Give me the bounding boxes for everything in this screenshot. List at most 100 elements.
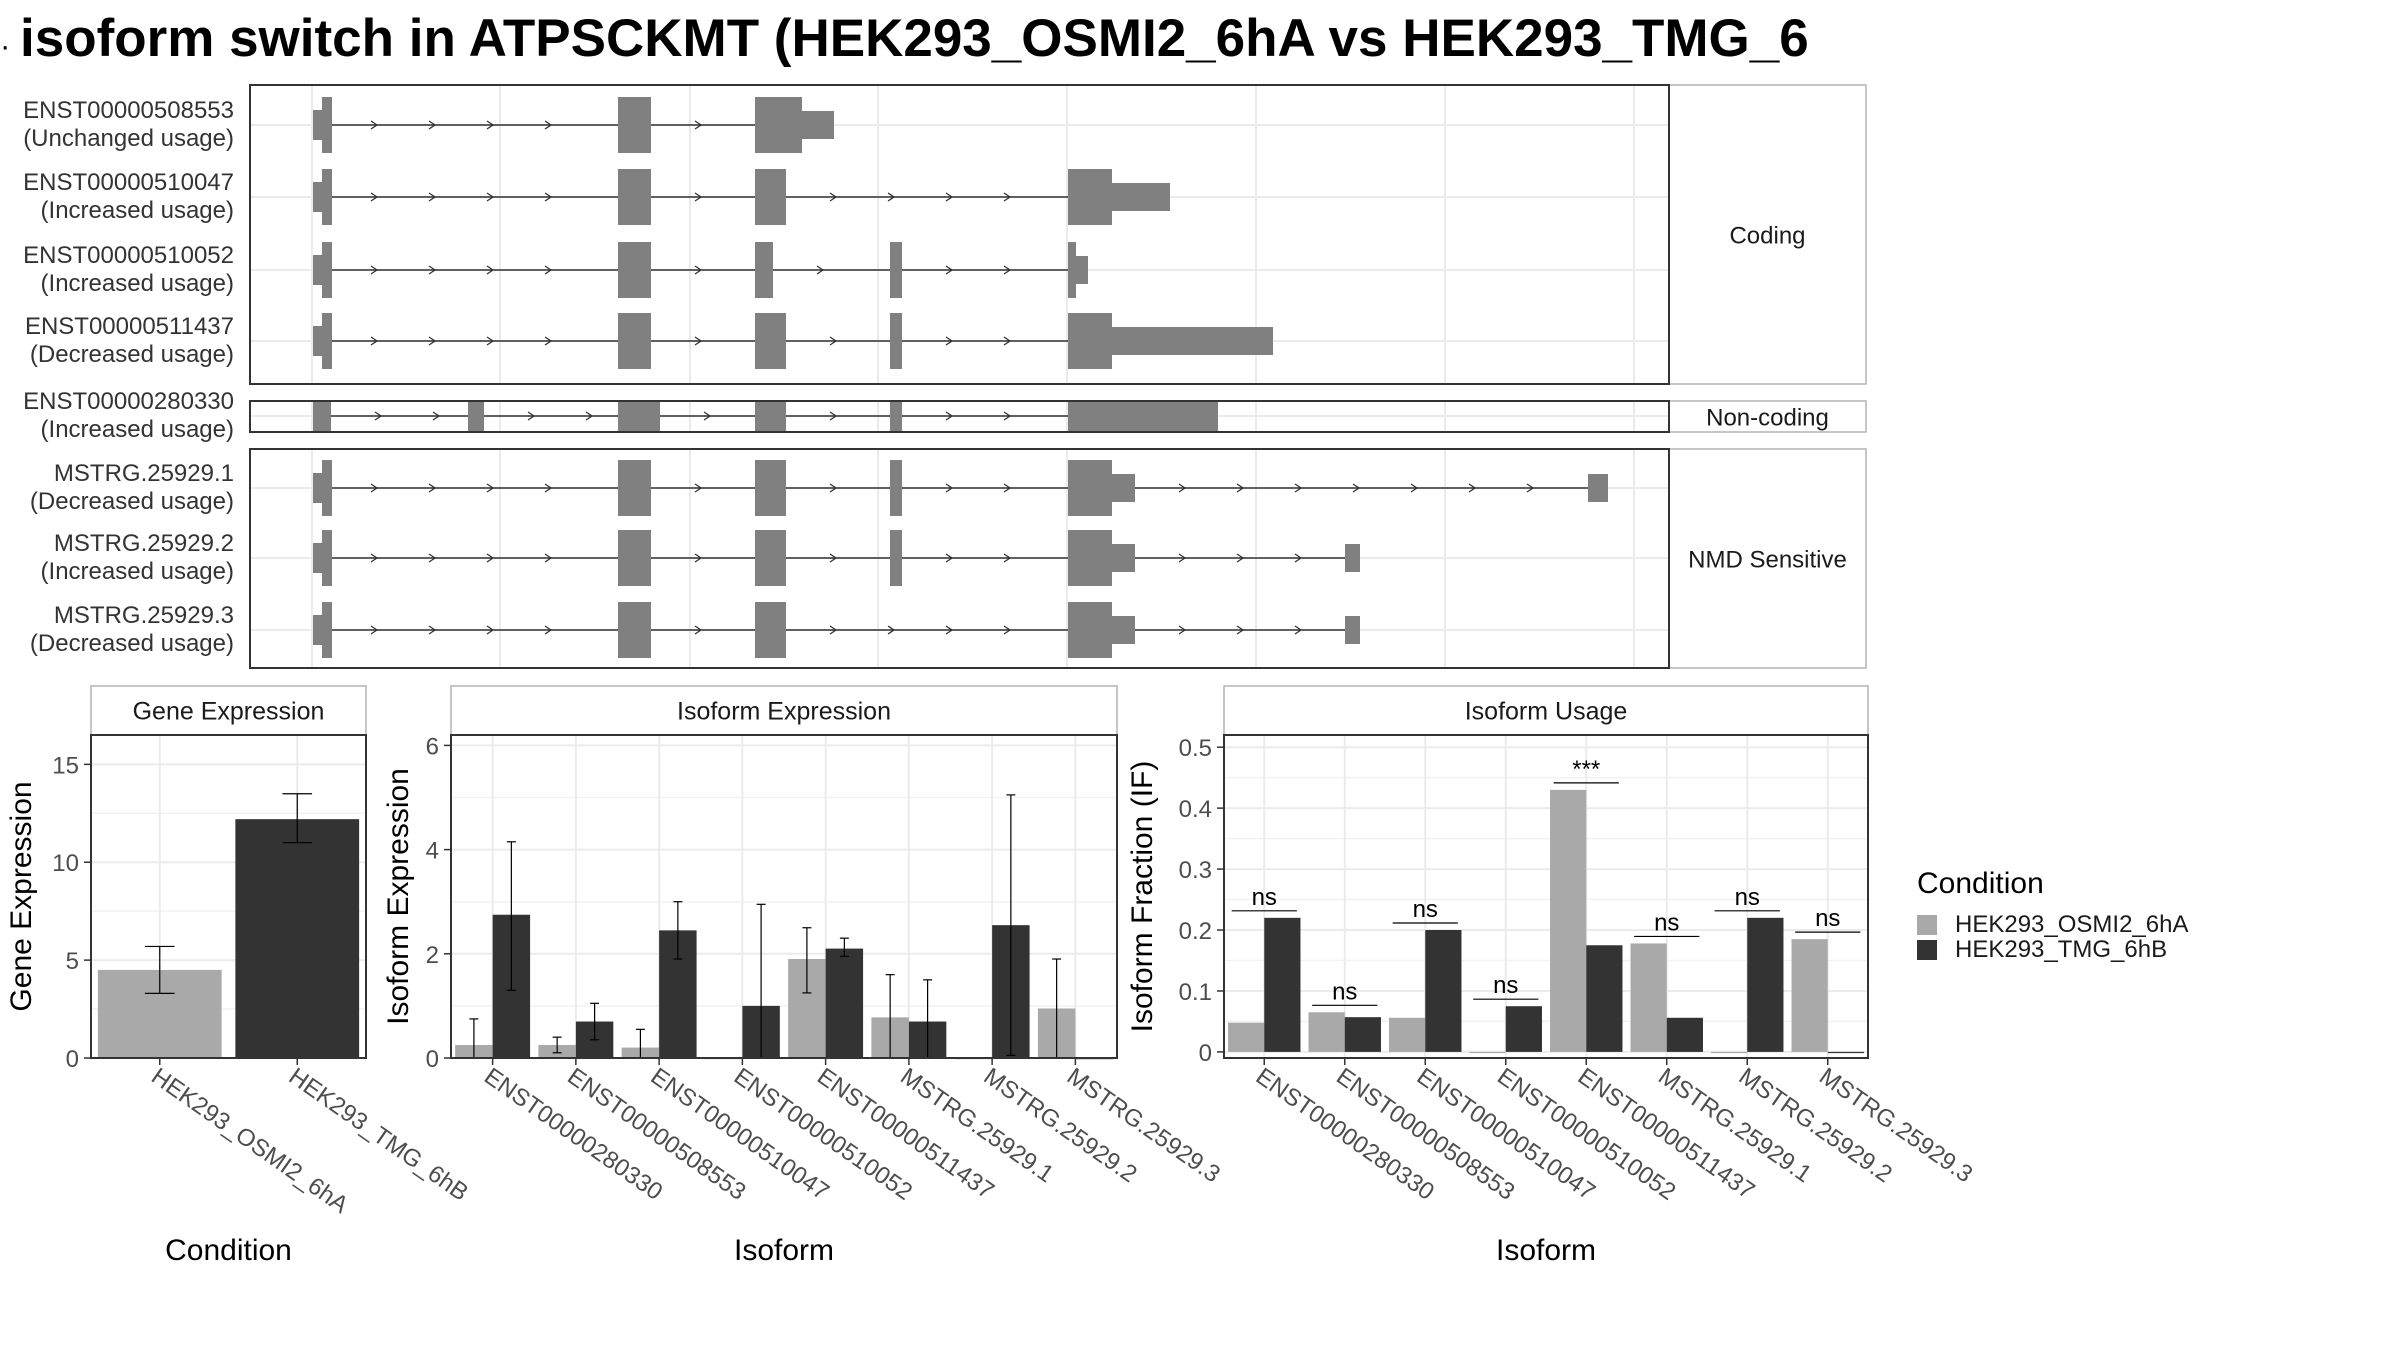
intron-arrow	[374, 411, 383, 421]
intron-arrow	[544, 120, 553, 130]
title-leading-mark: ·	[0, 28, 10, 63]
exon-block	[322, 169, 332, 225]
x-axis-title: Isoform	[1496, 1234, 1596, 1267]
intron-arrow	[945, 411, 954, 421]
isoform-usage-label: (Increased usage)	[41, 197, 234, 224]
intron-arrow	[370, 336, 379, 346]
structure-group-label: Non-coding	[1706, 405, 1829, 432]
intron-arrow	[428, 625, 437, 635]
isoform-id-label: ENST00000280330	[23, 388, 234, 415]
significance-label: ns	[1332, 978, 1357, 1005]
intron-arrow	[544, 336, 553, 346]
significance-label: ***	[1572, 756, 1600, 783]
exon-block	[1074, 256, 1088, 284]
exon-block	[1110, 327, 1273, 355]
isoform-usage-label: (Unchanged usage)	[23, 125, 234, 152]
intron-arrow	[694, 120, 703, 130]
intron-arrow	[1294, 483, 1303, 493]
structure-group-label: Coding	[1729, 223, 1805, 250]
intron-arrow	[370, 265, 379, 275]
intron-arrow	[486, 553, 495, 563]
isoform-usage-label: (Decreased usage)	[30, 488, 234, 515]
y-tick-label: 15	[52, 752, 79, 779]
intron-arrow	[694, 336, 703, 346]
exon-block	[890, 401, 902, 431]
exon-block	[755, 401, 786, 431]
exon-block	[313, 401, 331, 431]
intron-arrow	[1178, 553, 1187, 563]
exon-block	[1068, 602, 1112, 658]
intron-arrow	[370, 625, 379, 635]
y-tick-label: 2	[426, 942, 439, 969]
exon-block	[618, 242, 651, 298]
intron-arrow	[486, 120, 495, 130]
structure-strip	[1668, 400, 1867, 433]
intron-arrow	[1003, 553, 1012, 563]
y-tick-label: 0.4	[1179, 796, 1212, 823]
intron-arrow	[527, 411, 536, 421]
data-bar	[1586, 945, 1623, 1052]
intron-arrow	[829, 411, 838, 421]
exon-block	[1068, 169, 1112, 225]
exon-block	[1345, 544, 1360, 572]
data-bar	[1791, 939, 1828, 1052]
intron-arrow	[1003, 483, 1012, 493]
intron-arrow	[829, 483, 838, 493]
exon-block	[322, 460, 332, 516]
y-tick-label: 0.5	[1179, 735, 1212, 762]
exon-block	[800, 111, 834, 139]
intron-arrow	[1003, 336, 1012, 346]
structure-group-label: NMD Sensitive	[1688, 547, 1847, 574]
intron-arrow	[544, 553, 553, 563]
intron-arrow	[887, 192, 896, 202]
intron-arrow	[1236, 483, 1245, 493]
structure-panel-border	[249, 84, 1670, 385]
intron-arrow	[585, 411, 594, 421]
data-bar	[1389, 1017, 1426, 1052]
intron-arrow	[1236, 553, 1245, 563]
legend-label-tmg: HEK293_TMG_6hB	[1955, 936, 2167, 963]
intron-arrow	[370, 483, 379, 493]
intron-arrow	[945, 553, 954, 563]
data-bar	[1747, 917, 1784, 1052]
intron-arrow	[1178, 625, 1187, 635]
intron-arrow	[1236, 625, 1245, 635]
intron-arrow	[428, 483, 437, 493]
legend-swatch-tmg	[1917, 940, 1937, 960]
significance-label: ns	[1493, 972, 1518, 999]
y-axis-title: Isoform Fraction (IF)	[1126, 761, 1159, 1033]
intron-arrow	[544, 483, 553, 493]
intron-arrow	[829, 192, 838, 202]
intron-arrow	[486, 265, 495, 275]
intron-arrow	[1468, 483, 1477, 493]
exon-block	[755, 530, 786, 586]
exon-block	[1345, 616, 1360, 644]
exon-block	[755, 169, 786, 225]
intron-arrow	[1294, 625, 1303, 635]
intron-arrow	[829, 336, 838, 346]
isoform-usage-label: (Decreased usage)	[30, 630, 234, 657]
structure-panel-background	[250, 85, 1669, 384]
intron-arrow	[1003, 265, 1012, 275]
intron-arrow	[432, 411, 441, 421]
legend-swatch-osmi2	[1917, 915, 1937, 935]
significance-label: ns	[1654, 909, 1679, 936]
data-bar	[1827, 1051, 1864, 1054]
exon-block	[1588, 474, 1608, 502]
exon-block	[322, 530, 332, 586]
significance-label: ns	[1252, 884, 1277, 911]
isoform-usage-chart: Isoform Usage 0 0.1 0.2 0.3 0.4 0.5 ns ns ns ns ***…	[1126, 685, 1977, 1267]
intron-arrow	[486, 192, 495, 202]
y-tick-label: 0	[66, 1046, 79, 1073]
intron-arrow	[694, 483, 703, 493]
y-axis-title: Isoform Expression	[382, 768, 415, 1025]
isoform-id-label: ENST00000511437	[25, 313, 234, 340]
intron-arrow	[1003, 192, 1012, 202]
exon-block	[755, 460, 786, 516]
exon-block	[890, 460, 902, 516]
y-tick-label: 0.2	[1179, 918, 1212, 945]
exon-block	[755, 313, 786, 369]
structure-strip	[1668, 84, 1867, 385]
intron-arrow	[945, 625, 954, 635]
intron-arrow	[428, 265, 437, 275]
